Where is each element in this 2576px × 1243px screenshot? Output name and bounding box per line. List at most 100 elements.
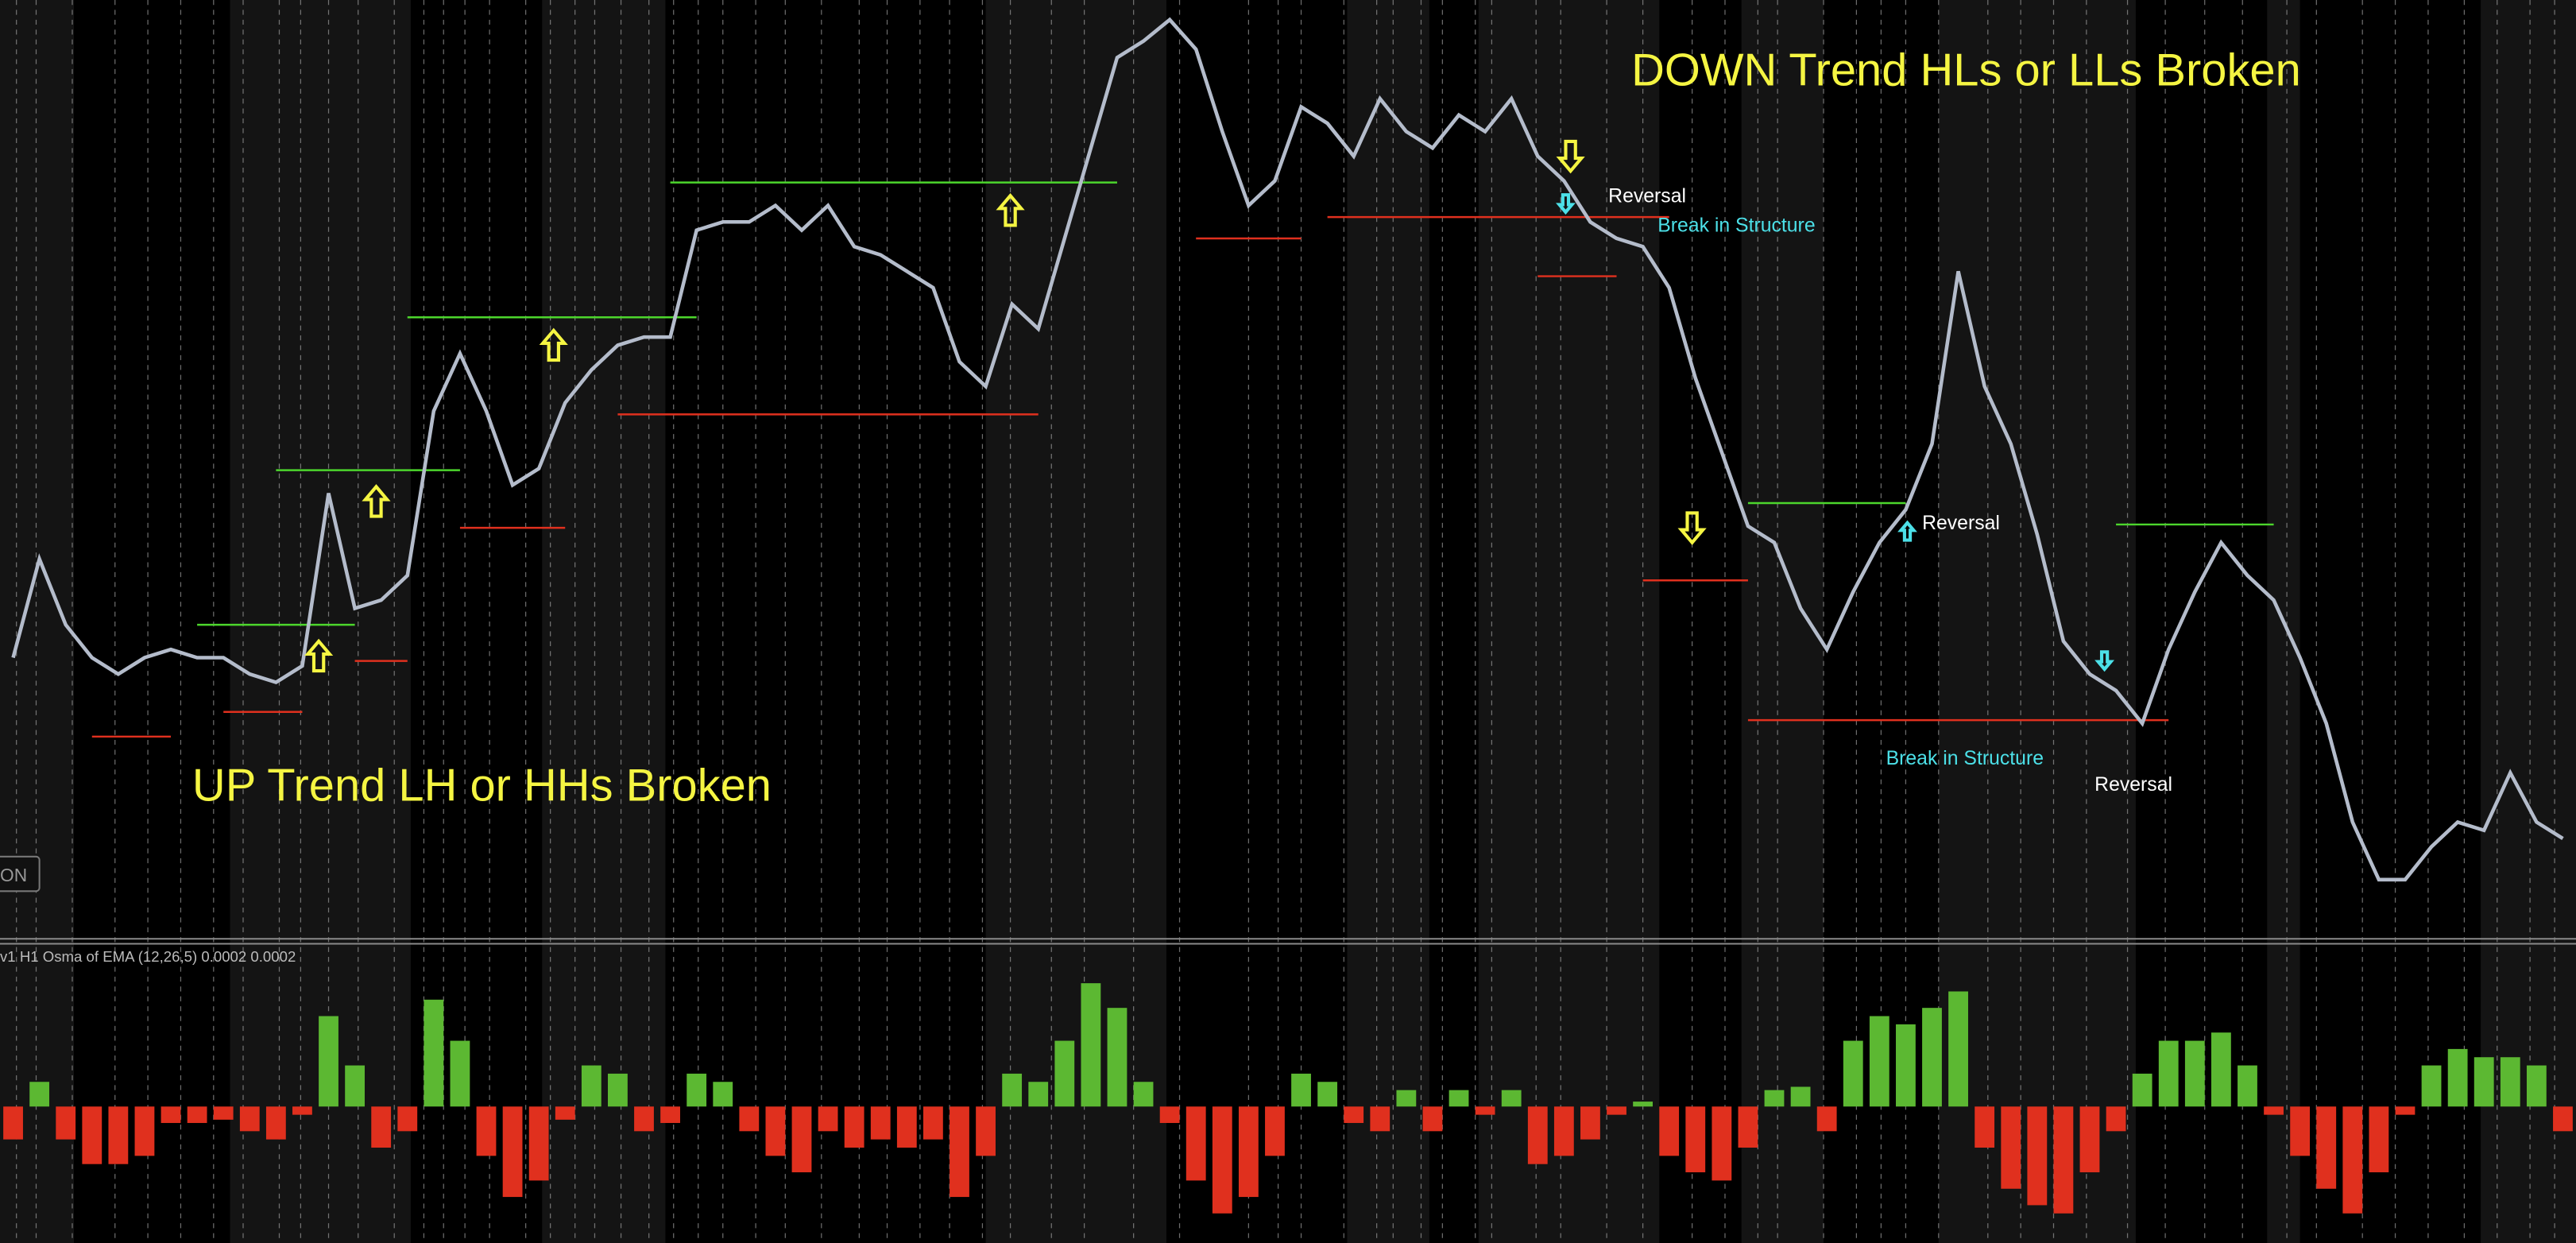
histogram-bar (1553, 1106, 1574, 1156)
histogram-bar (950, 1106, 969, 1198)
histogram-bar (791, 1106, 812, 1173)
histogram-bar (2158, 1040, 2179, 1107)
histogram-bar (1843, 1040, 1863, 1107)
histogram-bar (1370, 1106, 1390, 1132)
histogram-bar (2500, 1057, 2520, 1107)
session-band (0, 0, 75, 1243)
histogram-bar (1948, 991, 1968, 1107)
indicator-label: v1 H1 Osma of EMA (12,26,5) 0.0002 0.000… (0, 948, 296, 965)
button-frame[interactable] (0, 855, 41, 893)
histogram-bar (265, 1106, 286, 1140)
histogram-bar (1344, 1106, 1364, 1123)
histogram-bar (450, 1040, 470, 1107)
up-arrow (1897, 520, 1917, 542)
histogram-bar (1869, 1016, 1889, 1107)
histogram-bar (1527, 1106, 1548, 1164)
session-band (1347, 0, 1429, 1243)
histogram-bar (476, 1106, 497, 1156)
histogram-bar (397, 1106, 418, 1132)
down-arrow (1556, 193, 1576, 215)
histogram-bar (161, 1106, 181, 1123)
session-band (1938, 0, 2136, 1243)
up-arrow (362, 484, 391, 518)
histogram-bar (239, 1106, 260, 1132)
histogram-bar (844, 1106, 864, 1148)
down-arrow (1556, 139, 1585, 174)
histogram-bar (555, 1106, 575, 1120)
histogram-bar (1712, 1106, 1732, 1181)
histogram-bar (2342, 1106, 2363, 1214)
histogram-bar (870, 1106, 891, 1140)
session-band (1741, 0, 1824, 1243)
histogram-bar (2526, 1065, 2547, 1107)
histogram-bar (1186, 1106, 1206, 1181)
histogram-bar (896, 1106, 917, 1148)
histogram-bar (739, 1106, 760, 1132)
histogram-bar (713, 1082, 733, 1107)
histogram-bar (1501, 1090, 1522, 1107)
button-label[interactable]: ON (0, 865, 27, 885)
histogram-bar (1396, 1090, 1417, 1107)
down-arrow (1677, 511, 1707, 545)
histogram-bar (2184, 1040, 2205, 1107)
histogram-bar (976, 1106, 996, 1156)
annotation: DOWN Trend HLs or LLs Broken (1631, 45, 2301, 96)
histogram-bar (345, 1065, 366, 1107)
annotation: Reversal (1608, 185, 1686, 207)
histogram-bar (1212, 1106, 1232, 1214)
annotation: Reversal (2094, 774, 2172, 796)
histogram-bar (634, 1106, 654, 1132)
histogram-bar (2421, 1065, 2442, 1107)
annotation: Break in Structure (1886, 748, 2044, 769)
histogram-bar (922, 1106, 943, 1140)
histogram-bar (319, 1016, 338, 1107)
histogram-bar (1738, 1106, 1758, 1148)
histogram-bar (1633, 1102, 1654, 1107)
histogram-bar (2132, 1073, 2152, 1107)
up-arrow (304, 638, 334, 673)
histogram-bar (292, 1106, 312, 1115)
histogram-bar (213, 1106, 234, 1120)
histogram-bar (1081, 983, 1101, 1107)
histogram-bar (2290, 1106, 2311, 1156)
session-band (2481, 0, 2576, 1243)
histogram-bar (1607, 1106, 1626, 1115)
histogram-bar (1133, 1082, 1154, 1107)
session-band (985, 0, 1166, 1243)
histogram-bar (2395, 1106, 2415, 1115)
histogram-bar (56, 1106, 76, 1140)
histogram-bar (608, 1073, 628, 1107)
histogram-bar (1317, 1082, 1338, 1107)
histogram-bar (765, 1106, 786, 1156)
histogram-bar (1896, 1024, 1916, 1107)
histogram-bar (371, 1106, 392, 1148)
histogram-bar (1002, 1073, 1023, 1107)
histogram-bar (2238, 1065, 2257, 1107)
histogram-bar (1816, 1106, 1837, 1132)
histogram-bar (1054, 1040, 1075, 1107)
histogram-bar (502, 1106, 523, 1198)
histogram-bar (1580, 1106, 1600, 1140)
histogram-bar (2001, 1106, 2021, 1189)
histogram-bar (1238, 1106, 1259, 1198)
histogram-bar (2053, 1106, 2074, 1214)
histogram-bar (1028, 1082, 1049, 1107)
annotation: UP Trend LH or HHs Broken (192, 760, 772, 811)
histogram-bar (1475, 1106, 1495, 1115)
on-button[interactable]: ON (0, 855, 41, 893)
annotation: Break in Structure (1657, 215, 1815, 237)
histogram-bar (2264, 1106, 2284, 1115)
histogram-bar (2210, 1032, 2231, 1107)
histogram-bar (1922, 1008, 1942, 1107)
histogram-bar (2369, 1106, 2389, 1173)
histogram-bar (528, 1106, 549, 1181)
histogram-bar (818, 1106, 838, 1132)
histogram-bar (1975, 1106, 1995, 1148)
histogram-bar (2553, 1106, 2573, 1132)
histogram-bar (1159, 1106, 1180, 1123)
histogram-bar (660, 1106, 680, 1123)
histogram-bar (1685, 1106, 1706, 1173)
price-line (11, 17, 2564, 882)
